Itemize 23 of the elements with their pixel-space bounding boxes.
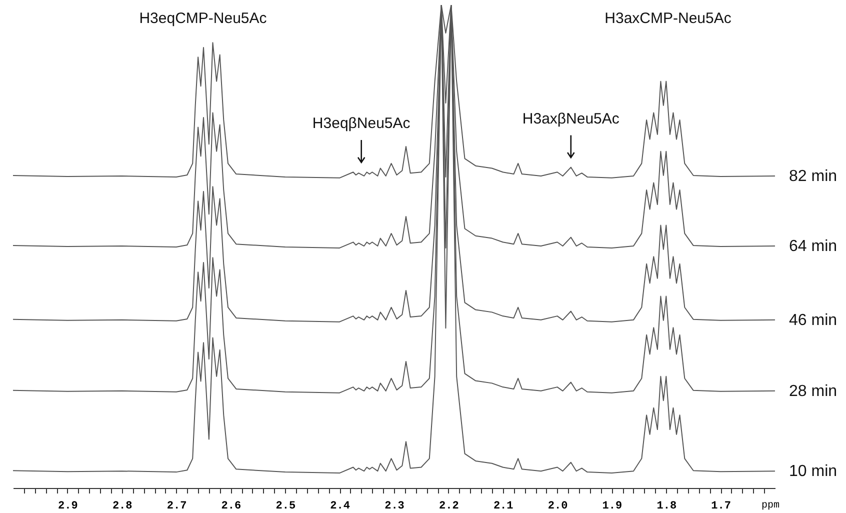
x-tick-label: 2.8	[112, 500, 133, 512]
series-label: 82 min	[789, 168, 838, 185]
x-tick-label: 1.8	[656, 500, 677, 512]
x-tick-label: 1.7	[711, 500, 731, 512]
series-label: 10 min	[789, 463, 838, 480]
annotation: H3axCMP-Neu5Ac	[604, 10, 732, 27]
series-label: 64 min	[789, 238, 838, 256]
x-tick-label: 2.1	[493, 500, 514, 512]
annotation: H3axβNeu5Ac	[522, 110, 620, 128]
x-tick-label: 1.9	[602, 500, 622, 512]
x-tick-label: 2.0	[548, 500, 568, 512]
annotation: H3eqβNeu5Ac	[312, 115, 411, 132]
x-axis-title: ppm	[761, 500, 780, 512]
annotation: H3eqCMP-Neu5Ac	[139, 10, 268, 27]
x-tick-label: 2.9	[58, 500, 78, 512]
x-tick-label: 2.7	[166, 500, 187, 512]
x-tick-label: 2.6	[221, 500, 242, 512]
series-label: 28 min	[789, 382, 838, 400]
x-tick-label: 2.5	[276, 500, 296, 512]
x-tick-label: 2.4	[330, 500, 350, 512]
series-label: 46 min	[789, 312, 838, 329]
x-tick-label: 2.3	[384, 500, 405, 512]
x-tick-label: 2.2	[439, 500, 459, 512]
